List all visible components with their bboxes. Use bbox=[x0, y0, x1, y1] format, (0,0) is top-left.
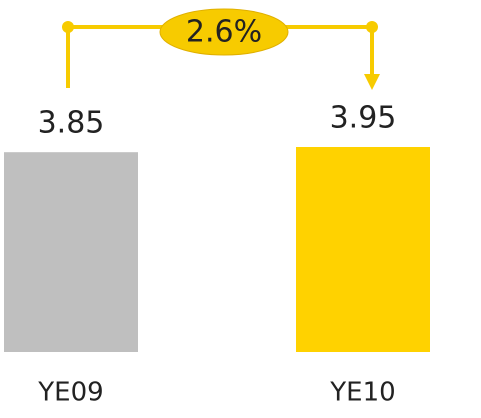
bar bbox=[4, 152, 138, 352]
bar bbox=[296, 147, 430, 352]
value-label: 3.85 bbox=[38, 106, 105, 141]
value-label: 3.95 bbox=[330, 101, 397, 136]
bracket-dot bbox=[62, 21, 74, 33]
bracket-dot bbox=[366, 21, 378, 33]
change-annotation: 2.6% bbox=[62, 8, 380, 90]
arrow-head bbox=[364, 74, 380, 90]
annotation-label: 2.6% bbox=[186, 15, 262, 50]
annotation-bubble bbox=[159, 8, 289, 56]
x-tick-label: YE10 bbox=[329, 378, 395, 408]
x-tick-label: YE09 bbox=[37, 378, 103, 408]
